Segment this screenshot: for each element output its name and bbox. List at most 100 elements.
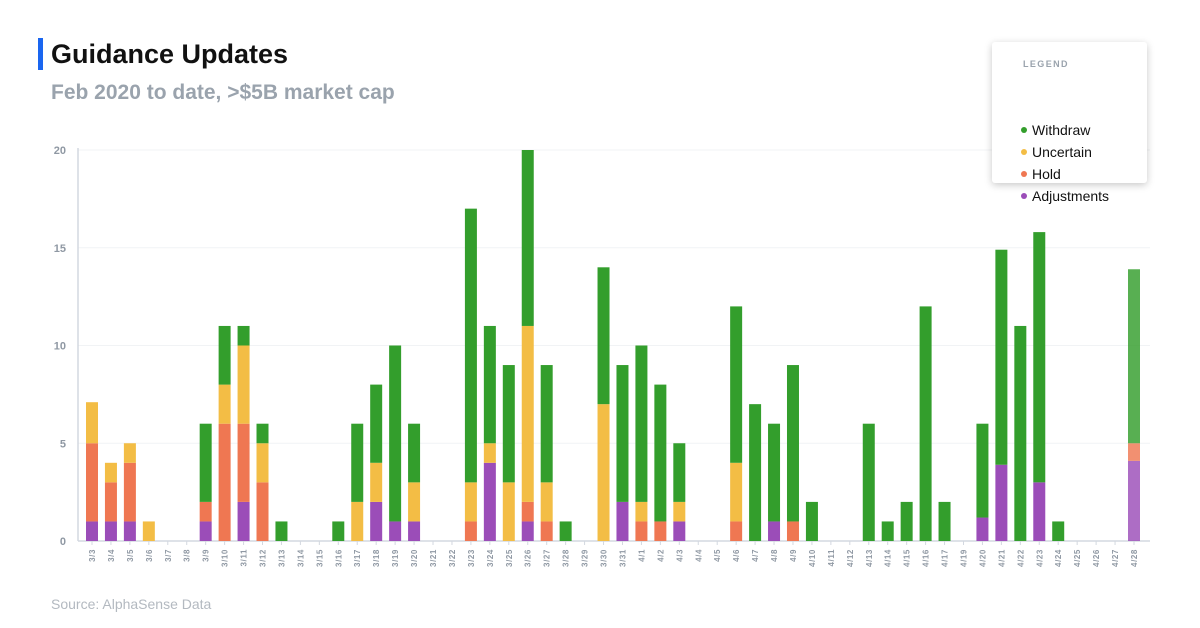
legend-label-adjustments: Adjustments [1032, 188, 1110, 204]
bar-segment-withdraw [351, 423, 364, 502]
legend-swatch-uncertain [1021, 149, 1027, 155]
bar-segment-hold [237, 423, 250, 502]
x-tick-label: 3/28 [562, 549, 571, 567]
bar-segment-withdraw [332, 521, 345, 541]
x-tick-label: 3/10 [221, 549, 230, 567]
source-note: Source: AlphaSense Data [51, 596, 212, 612]
x-tick-label: 3/24 [486, 549, 495, 567]
bar-segment-withdraw [275, 521, 288, 541]
bar-segment-uncertain [483, 443, 496, 463]
bar-segment-hold [86, 443, 98, 522]
x-tick-label: 4/24 [1054, 549, 1063, 567]
x-tick-label: 3/30 [600, 549, 609, 567]
legend-item-hold: Hold [1021, 165, 1061, 183]
bar-segment-uncertain [237, 345, 250, 424]
x-tick-label: 3/13 [277, 549, 286, 567]
bar-segment-adjustments [199, 521, 212, 541]
x-tick-label: 4/3 [675, 549, 684, 562]
x-tick-label: 4/12 [846, 549, 855, 567]
bar-segment-adjustments [123, 521, 136, 541]
bar-segment-adjustments [976, 517, 989, 541]
y-tick-label: 15 [54, 243, 66, 255]
x-tick-label: 4/16 [922, 549, 931, 567]
bar-segment-withdraw [597, 267, 610, 405]
bar-segment-uncertain [256, 443, 269, 483]
bar-segment-hold [635, 521, 648, 541]
x-tick-label: 4/25 [1073, 549, 1082, 567]
x-tick-label: 4/28 [1130, 549, 1139, 567]
x-tick-label: 3/18 [372, 549, 381, 567]
x-tick-label: 4/10 [808, 549, 817, 567]
x-tick-label: 4/5 [713, 549, 722, 562]
x-tick-label: 3/21 [429, 549, 438, 567]
y-tick-label: 20 [54, 145, 66, 157]
bar-segment-uncertain [351, 501, 364, 541]
bar-segment-withdraw [673, 443, 686, 502]
x-tick-label: 3/19 [391, 549, 400, 567]
bar-segment-hold [1128, 443, 1140, 461]
bar-segment-withdraw [919, 306, 932, 541]
bar-segment-withdraw [1033, 232, 1046, 483]
bar-segment-adjustments [1128, 460, 1140, 541]
x-tick-label: 4/11 [827, 549, 836, 567]
bar-segment-withdraw [805, 501, 818, 541]
bar-segment-withdraw [237, 325, 250, 346]
x-tick-label: 3/31 [618, 549, 627, 567]
bar-segment-adjustments [616, 501, 629, 541]
bar-segment-withdraw [730, 306, 743, 463]
x-tick-label: 3/9 [202, 549, 211, 562]
x-tick-label: 3/26 [524, 549, 533, 567]
bar-segment-uncertain [635, 501, 648, 522]
x-tick-label: 3/22 [448, 549, 457, 567]
x-tick-label: 4/14 [884, 549, 893, 567]
x-tick-label: 3/5 [126, 549, 135, 562]
bar-segment-hold [730, 521, 743, 541]
x-tick-label: 3/17 [353, 549, 362, 567]
chart-title: Guidance Updates [51, 39, 289, 69]
bar-segment-withdraw [786, 365, 799, 522]
x-tick-label: 4/6 [732, 549, 741, 562]
x-tick-label: 4/20 [978, 549, 987, 567]
bar-segment-uncertain [218, 384, 231, 424]
x-tick-label: 3/6 [145, 549, 154, 562]
x-tick-label: 4/1 [637, 549, 646, 562]
bar-segment-adjustments [521, 521, 534, 541]
legend-item-adjustments: Adjustments [1021, 187, 1109, 205]
x-tick-label: 4/17 [941, 549, 950, 567]
legend-item-withdraw: Withdraw [1021, 121, 1090, 139]
bar-segment-withdraw [938, 501, 951, 541]
legend-label-withdraw: Withdraw [1032, 122, 1091, 138]
bar-segment-uncertain [408, 482, 421, 522]
bar-segment-withdraw [218, 325, 231, 385]
x-tick-label: 3/8 [183, 549, 192, 562]
x-tick-label: 4/21 [997, 549, 1006, 567]
bar-segment-uncertain [86, 402, 98, 444]
bar-segment-adjustments [1033, 482, 1046, 541]
bar-segment-hold [256, 482, 269, 541]
bar-segment-withdraw [1014, 325, 1027, 541]
x-tick-label: 3/16 [334, 549, 343, 567]
bar-segment-adjustments [673, 521, 686, 541]
bar-segment-hold [521, 501, 534, 522]
bar-segment-hold [654, 521, 667, 541]
bar-segment-uncertain [673, 501, 686, 522]
bar-segment-adjustments [483, 462, 496, 541]
bar-segment-withdraw [370, 384, 383, 463]
bar-segment-withdraw [881, 521, 894, 541]
bar-segment-hold [104, 482, 117, 522]
bar-segment-withdraw [521, 150, 534, 326]
bar-segment-withdraw [389, 345, 402, 522]
legend-label-uncertain: Uncertain [1032, 144, 1092, 160]
bar-segment-uncertain [730, 462, 743, 522]
bar-segment-uncertain [123, 443, 136, 463]
legend-swatch-withdraw [1021, 127, 1027, 133]
bar-segment-adjustments [237, 501, 250, 541]
bar-segment-uncertain [370, 462, 383, 502]
bar-segment-hold [786, 521, 799, 541]
bar-segment-hold [123, 462, 136, 522]
bar-segment-adjustments [104, 521, 117, 541]
x-tick-label: 3/3 [88, 549, 97, 562]
legend-swatch-hold [1021, 171, 1027, 177]
bar-segment-withdraw [1052, 521, 1065, 541]
bar-segment-adjustments [389, 521, 402, 541]
